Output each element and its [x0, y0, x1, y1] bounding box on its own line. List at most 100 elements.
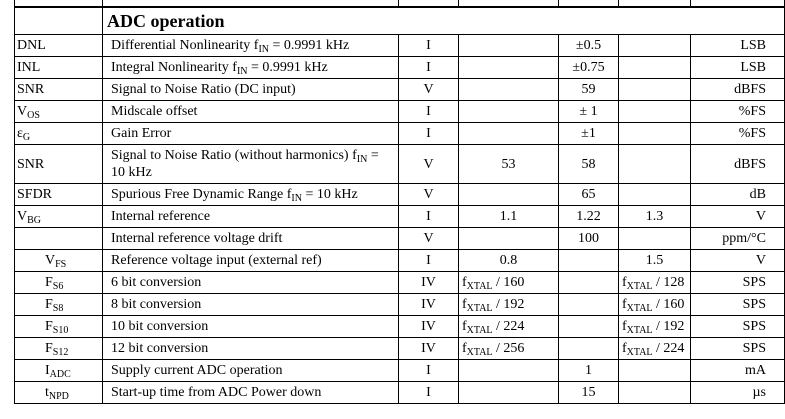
max-tail: / 128 — [652, 275, 685, 290]
spec-row: VOS Midscale offset I ± 1 %FS — [14, 100, 785, 123]
spec-row: FS12 12 bit conversion IV fXTAL / 256 fXTAL … — [14, 337, 785, 360]
symbol-subscript: NPD — [48, 391, 69, 402]
unit-cell: dBFS — [690, 78, 785, 101]
symbol-cell: IADC — [14, 359, 103, 382]
unit-cell: LSB — [690, 56, 785, 79]
parameter-text: Reference voltage input (external ref) — [111, 253, 322, 268]
parameter-text: Internal reference — [111, 209, 211, 224]
symbol-cell: tNPD — [14, 381, 103, 404]
max-cell — [618, 183, 691, 206]
typ-cell — [558, 293, 619, 316]
symbol-cell: SNR — [14, 78, 103, 101]
min-cell: fXTAL / 192 — [458, 293, 559, 316]
min-cell: fXTAL / 224 — [458, 315, 559, 338]
min-subscript: XTAL — [466, 303, 493, 314]
parameter-tail: = 10 kHz — [301, 187, 358, 202]
symbol-text: SNR — [17, 156, 45, 172]
symbol-cell — [14, 227, 103, 250]
symbol-text: I — [45, 363, 50, 378]
parameter-tail: = 0.9991 kHz — [269, 38, 350, 53]
symbol-cell: VOS — [14, 100, 103, 123]
test-level-cell: I — [398, 56, 459, 79]
symbol-subscript: FS — [55, 259, 67, 270]
parameter-cell: Reference voltage input (external ref) — [102, 249, 399, 272]
typ-cell — [558, 249, 619, 272]
typ-cell — [558, 271, 619, 294]
parameter-cell: 12 bit conversion — [102, 337, 399, 360]
typ-cell — [558, 315, 619, 338]
typ-cell: 15 — [558, 381, 619, 404]
min-cell — [458, 227, 559, 250]
max-cell — [618, 56, 691, 79]
min-text: f — [462, 297, 467, 312]
parameter-text: 6 bit conversion — [111, 275, 202, 290]
min-text: f — [462, 319, 467, 334]
min-cell: 53 — [458, 144, 559, 184]
typ-cell — [558, 337, 619, 360]
spec-row: FS10 10 bit conversion IV fXTAL / 224 fXTAL … — [14, 315, 785, 338]
section-header-row: ADC operation — [14, 6, 785, 35]
max-subscript: XTAL — [626, 281, 653, 292]
spec-row: VFS Reference voltage input (external ref… — [14, 249, 785, 272]
spec-row: FS8 8 bit conversion IV fXTAL / 192 fXTAL / … — [14, 293, 785, 316]
symbol-cell: FS8 — [14, 293, 103, 316]
min-cell — [458, 56, 559, 79]
symbol-text: SFDR — [17, 187, 53, 202]
symbol-cell: FS6 — [14, 271, 103, 294]
min-cell — [458, 381, 559, 404]
typ-cell: 100 — [558, 227, 619, 250]
symbol-text: V — [45, 253, 56, 268]
test-level-cell: I — [398, 34, 459, 57]
parameter-cell: Gain Error — [102, 122, 399, 145]
symbol-subscript: S6 — [52, 281, 64, 292]
min-cell — [458, 122, 559, 145]
unit-cell: SPS — [690, 315, 785, 338]
symbol-cell: SNR — [14, 144, 103, 184]
min-text: 53 — [501, 156, 516, 172]
parameter-text: 10 bit conversion — [111, 319, 209, 334]
min-cell: 0.8 — [458, 249, 559, 272]
parameter-text: Supply current ADC operation — [111, 363, 283, 378]
min-text: 0.8 — [499, 253, 518, 268]
min-tail: / 160 — [492, 275, 525, 290]
max-cell: fXTAL / 160 — [618, 293, 691, 316]
parameter-text: Gain Error — [111, 126, 172, 141]
max-cell: fXTAL / 128 — [618, 271, 691, 294]
max-tail: / 160 — [652, 297, 685, 312]
min-cell — [458, 359, 559, 382]
test-level-cell: V — [398, 227, 459, 250]
parameter-cell: Signal to Noise Ratio (without harmonics… — [102, 144, 399, 184]
symbol-cell: INL — [14, 56, 103, 79]
parameter-text: 8 bit conversion — [111, 297, 202, 312]
symbol-text: SNR — [17, 82, 45, 97]
parameter-cell: Signal to Noise Ratio (DC input) — [102, 78, 399, 101]
max-cell: 1.5 — [618, 249, 691, 272]
symbol-subscript: G — [22, 132, 31, 143]
test-level-cell: I — [398, 100, 459, 123]
symbol-cell: εG — [14, 122, 103, 145]
max-text: f — [622, 297, 627, 312]
parameter-text: Spurious Free Dynamic Range f — [111, 187, 292, 202]
parameter-cell: Integral Nonlinearity fIN = 0.9991 kHz — [102, 56, 399, 79]
spec-row: Internal reference voltage drift V 100 ppm/… — [14, 227, 785, 250]
parameter-subscript: IN — [258, 44, 270, 55]
parameter-text: Midscale offset — [111, 104, 198, 119]
max-cell: fXTAL / 224 — [618, 337, 691, 360]
typ-cell: 65 — [558, 183, 619, 206]
parameter-text: 12 bit conversion — [111, 341, 209, 356]
unit-cell: SPS — [690, 293, 785, 316]
max-cell: 1.3 — [618, 205, 691, 228]
max-cell — [618, 144, 691, 184]
parameter-subscript: IN — [356, 154, 368, 165]
test-level-cell: IV — [398, 271, 459, 294]
symbol-text: DNL — [17, 38, 46, 53]
spec-row: DNL Differential Nonlinearity fIN = 0.999… — [14, 34, 785, 57]
max-cell — [618, 78, 691, 101]
min-tail: / 256 — [492, 341, 525, 356]
symbol-cell: FS12 — [14, 337, 103, 360]
spec-row: tNPD Start-up time from ADC Power down I 15… — [14, 381, 785, 404]
test-level-cell: I — [398, 359, 459, 382]
max-subscript: XTAL — [626, 325, 653, 336]
unit-cell: SPS — [690, 271, 785, 294]
parameter-cell: Supply current ADC operation — [102, 359, 399, 382]
